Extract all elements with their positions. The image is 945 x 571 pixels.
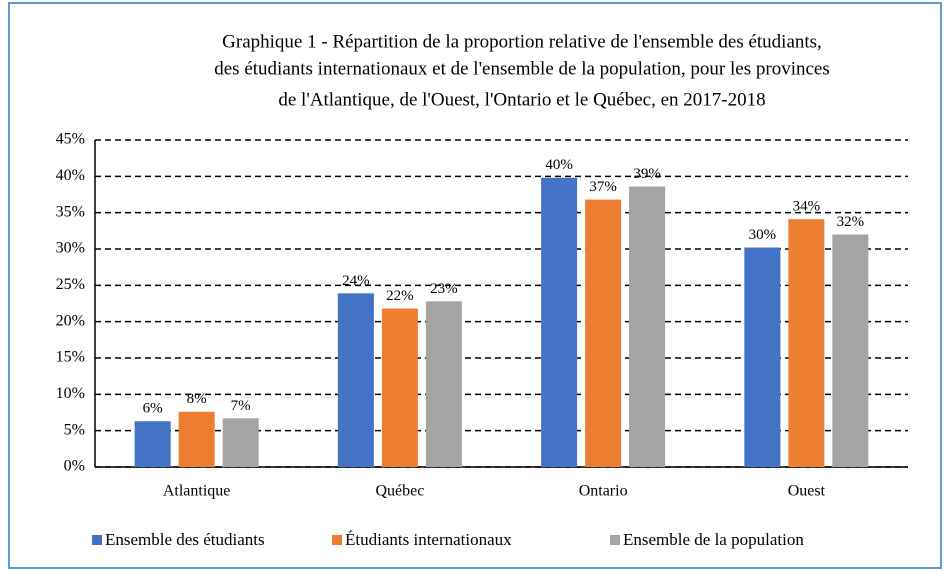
value-label: 40%: [545, 157, 573, 173]
bar: [337, 293, 374, 467]
y-tick-label: 20%: [56, 312, 85, 329]
x-tick-label: Ontario: [579, 483, 628, 500]
y-tick-label: 40%: [56, 167, 85, 184]
value-label: 24%: [342, 273, 370, 289]
y-tick-label: 15%: [56, 349, 85, 366]
value-label: 30%: [749, 227, 777, 243]
value-label: 32%: [837, 214, 865, 230]
chart-title: de l'Atlantique, de l'Ouest, l'Ontario e…: [278, 89, 765, 110]
y-tick-label: 25%: [56, 276, 85, 293]
bar: [744, 247, 781, 467]
legend-label: Ensemble de la population: [623, 530, 804, 549]
chart-title: des étudiants internationaux et de l'ens…: [214, 58, 829, 79]
bar: [585, 199, 622, 467]
x-tick-label: Québec: [375, 483, 424, 500]
value-label: 6%: [143, 401, 163, 417]
value-label: 34%: [793, 199, 821, 215]
x-tick-label: Atlantique: [163, 483, 231, 500]
y-tick-label: 5%: [64, 421, 85, 438]
y-tick-label: 35%: [56, 203, 85, 220]
bar: [178, 411, 215, 467]
legend-swatch: [332, 535, 342, 545]
y-tick-label: 30%: [56, 240, 85, 257]
value-label: 8%: [187, 391, 207, 407]
bar: [222, 418, 259, 467]
legend-swatch: [610, 535, 620, 545]
y-tick-label: 0%: [64, 458, 85, 475]
bar: [134, 421, 171, 467]
value-label: 22%: [386, 288, 414, 304]
value-label: 7%: [231, 398, 251, 414]
value-label: 37%: [589, 179, 617, 195]
legend-label: Ensemble des étudiants: [105, 530, 265, 549]
chart-title: Graphique 1 - Répartition de la proporti…: [222, 31, 822, 52]
bar: [381, 308, 418, 467]
legend-label: Étudiants internationaux: [345, 530, 512, 549]
bar: [541, 177, 578, 467]
value-label: 39%: [633, 166, 661, 182]
bar: [788, 219, 825, 467]
bar: [425, 301, 462, 467]
legend-swatch: [92, 535, 102, 545]
y-tick-label: 10%: [56, 385, 85, 402]
x-tick-label: Ouest: [788, 483, 826, 500]
bar: [629, 186, 666, 468]
bar: [832, 234, 869, 467]
y-tick-label: 45%: [56, 131, 85, 148]
value-label: 23%: [430, 281, 458, 297]
